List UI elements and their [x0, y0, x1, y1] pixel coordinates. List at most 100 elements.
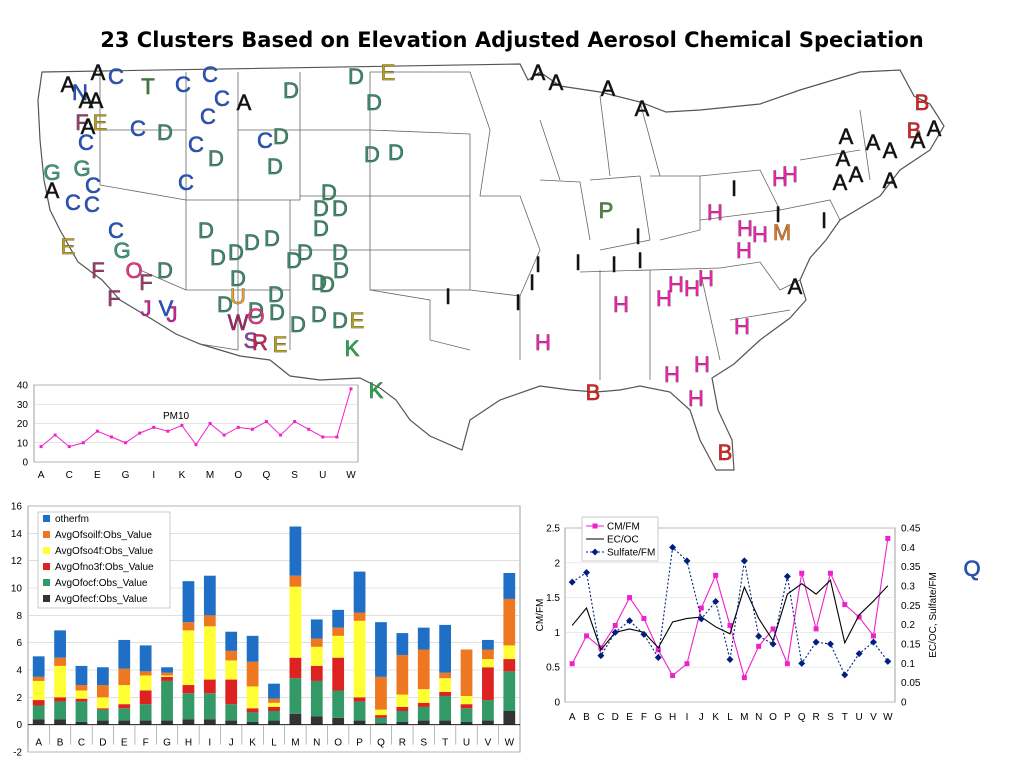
map-label-i: I	[731, 176, 737, 201]
stack-bar-segment	[225, 704, 238, 721]
ratio-point	[568, 578, 576, 586]
map-label-a: A	[81, 114, 96, 139]
stack-y-tick: 2	[16, 693, 22, 704]
stack-bar-segment	[96, 709, 109, 721]
map-label-c: C	[188, 132, 204, 157]
pm10-point	[349, 387, 353, 391]
stack-bar-segment	[310, 619, 323, 639]
stack-bar-segment	[417, 627, 430, 650]
pm10-point	[321, 435, 325, 439]
map-label-a: A	[849, 162, 864, 187]
ratio-right-tick: 0.35	[901, 562, 921, 573]
map-label-d: D	[244, 230, 260, 255]
map-label-b: B	[586, 380, 601, 405]
pm10-point	[81, 441, 85, 445]
pm10-point	[67, 445, 71, 449]
ratio-point	[598, 645, 604, 651]
stack-bar-segment	[460, 721, 473, 725]
map-label-k: K	[345, 336, 360, 361]
ratio-point	[799, 570, 805, 576]
map-label-d: D	[311, 302, 327, 327]
map-label-a: A	[79, 88, 94, 113]
ratio-point	[584, 633, 590, 639]
stack-y-tick: 6	[16, 638, 22, 649]
pm10-x-tick: I	[152, 470, 155, 481]
ratio-x-tick: B	[583, 712, 590, 723]
stack-bar-segment	[203, 615, 216, 627]
stack-bar-segment	[54, 665, 66, 698]
ratio-point	[669, 543, 677, 551]
map-label-h: H	[734, 314, 750, 339]
map-label-a: A	[601, 76, 616, 101]
stack-x-tick: G	[163, 738, 171, 749]
ratio-point	[756, 643, 762, 649]
stack-bar-segment	[503, 645, 516, 660]
stack-bar-segment	[32, 656, 45, 677]
stack-bar-segment	[289, 678, 302, 714]
map-label-e: E	[273, 332, 288, 357]
stack-legend: otherfm AvgOfsoilf:Obs_Value AvgOfso4f:Obs…	[37, 511, 171, 609]
stack-bar-segment	[139, 675, 152, 691]
map-label-d: D	[208, 146, 224, 171]
stack-x-tick: D	[99, 738, 106, 749]
ratio-x-tick: S	[827, 712, 834, 723]
stack-bar-segment	[375, 709, 387, 716]
map-label-d: D	[290, 312, 306, 337]
pm10-point	[124, 441, 128, 445]
ratio-left-ticks: 0 0.5 1 1.5 2 2.5	[546, 524, 560, 709]
stack-bar-segment	[396, 711, 409, 722]
stack-legend-label: AvgOfocf:Obs_Value	[55, 578, 148, 589]
stack-x-tick: C	[78, 738, 85, 749]
map-label-a: A	[635, 96, 650, 121]
stack-bar-segment	[332, 635, 345, 658]
ratio-x-tick: H	[669, 712, 676, 723]
stack-bar-segment	[246, 635, 259, 662]
map-label-d: D	[210, 245, 226, 270]
stack-bar-segment	[203, 693, 216, 720]
map-label-h: H	[707, 200, 723, 225]
stack-bar-segment	[332, 717, 345, 725]
ratio-x-tick: D	[612, 712, 619, 723]
ratio-point	[885, 535, 891, 541]
ratio-x-tick: N	[755, 712, 762, 723]
stack-y-tick: 14	[11, 529, 23, 540]
map-label-c: C	[178, 170, 194, 195]
pm10-y-tick: 30	[17, 400, 29, 411]
map-label-h: H	[656, 286, 672, 311]
stack-bar-segment	[96, 685, 109, 698]
ratio-x-tick: E	[626, 712, 633, 723]
stack-legend-swatch	[43, 563, 50, 570]
map-label-d: D	[283, 78, 299, 103]
ratio-point	[627, 595, 633, 601]
stack-x-tick: E	[121, 738, 128, 749]
map-label-a: A	[237, 90, 252, 115]
pm10-series-label: PM10	[163, 411, 190, 422]
ratio-left-axis-title: CM/FM	[535, 599, 546, 632]
map-label-u: U	[230, 284, 246, 309]
ratio-series	[568, 535, 892, 681]
ratio-point	[783, 572, 791, 580]
stack-bar-segment	[396, 721, 409, 725]
ratio-right-tick: 0.3	[901, 582, 915, 593]
stack-bar-segment	[332, 657, 345, 691]
map-label-c: C	[65, 190, 81, 215]
map-label-h: H	[668, 272, 684, 297]
stack-bar-segment	[439, 672, 452, 679]
ratio-point	[741, 675, 747, 681]
ratio-point	[611, 628, 619, 636]
map-label-o: O	[247, 304, 264, 329]
ratio-legend-label: Sulfate/FM	[607, 548, 655, 559]
stack-bar-segment	[482, 649, 494, 660]
stack-bar-segment	[268, 706, 280, 711]
stack-x-tick: A	[35, 738, 42, 749]
stack-y-tick: 8	[16, 611, 22, 622]
stack-bar-segment	[353, 620, 366, 698]
stack-bar-segment	[32, 676, 45, 681]
stack-bar-segment	[246, 712, 259, 722]
map-label-i: I	[529, 270, 535, 295]
stack-bar-segment	[139, 690, 152, 705]
map-label-w: W	[228, 310, 249, 335]
stack-bar-segment	[268, 698, 280, 703]
